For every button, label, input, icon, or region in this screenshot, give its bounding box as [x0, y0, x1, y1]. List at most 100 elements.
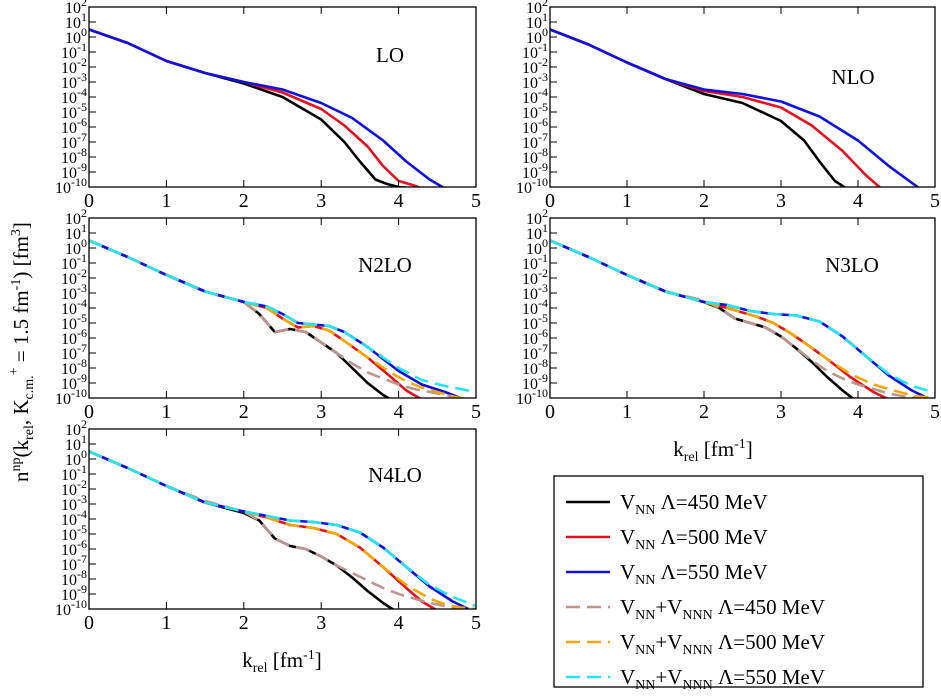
x-tick-label: 2 — [239, 401, 249, 423]
svg-text:nnp(krel, Kc.m.+ = 1.5 fm-1) [: nnp(krel, Kc.m.+ = 1.5 fm-1) [fm3] — [7, 222, 37, 482]
y-tick-label: 10-2 — [522, 55, 548, 77]
legend-label: VNN+VNNN Λ=550 MeV — [620, 665, 825, 693]
y-tick-label: 10-10 — [516, 386, 548, 408]
y-tick-label: 10-2 — [522, 266, 548, 288]
y-tick-label: 10-4 — [522, 296, 548, 318]
y-tick-label: 10-5 — [522, 311, 548, 333]
x-tick-label: 4 — [853, 190, 863, 212]
svg-text:krel [fm-1]: krel [fm-1] — [673, 437, 753, 465]
panel-title: N3LO — [825, 253, 879, 277]
y-tick-label: 10-9 — [522, 160, 548, 182]
x-tick-label: 2 — [239, 190, 249, 212]
x-tick-label: 4 — [394, 401, 404, 423]
y-tick-label: 10-7 — [61, 130, 87, 152]
x-tick-label: 0 — [545, 190, 555, 212]
x-tick-label: 2 — [699, 190, 709, 212]
series-line-6 — [550, 239, 935, 394]
panel-title: NLO — [831, 65, 874, 89]
series-line-2 — [89, 28, 422, 187]
series-line-6 — [89, 450, 476, 608]
y-tick-label: 10-3 — [61, 492, 87, 514]
x-tick-label: 5 — [930, 401, 940, 423]
y-tick-label: 10-4 — [522, 85, 548, 107]
x-tick-label: 5 — [471, 401, 481, 423]
y-tick-label: 101 — [526, 10, 548, 32]
y-tick-label: 102 — [526, 206, 548, 228]
series-line-3 — [89, 28, 446, 187]
x-tick-label: 3 — [316, 190, 326, 212]
series-line-1 — [89, 239, 391, 398]
y-tick-label: 10-8 — [522, 356, 548, 378]
y-tick-label: 10-7 — [522, 130, 548, 152]
x-tick-label: 4 — [394, 612, 404, 634]
y-tick-label: 101 — [65, 432, 87, 454]
y-tick-label: 10-5 — [61, 522, 87, 544]
y-tick-label: 10-7 — [61, 341, 87, 363]
x-tick-label: 4 — [853, 401, 863, 423]
y-tick-label: 10-10 — [55, 597, 87, 619]
y-tick-label: 10-4 — [61, 85, 87, 107]
y-tick-label: 10-6 — [61, 115, 87, 137]
panel-title: N2LO — [358, 253, 412, 277]
x-tick-label: 1 — [161, 401, 171, 423]
y-tick-label: 10-10 — [516, 175, 548, 197]
legend-entry-4: VNN+VNNN Λ=450 MeV — [566, 595, 825, 623]
legend-label: VNN+VNNN Λ=450 MeV — [620, 595, 825, 623]
y-tick-label: 102 — [65, 417, 87, 439]
legend-entry-6: VNN+VNNN Λ=550 MeV — [566, 665, 825, 693]
y-tick-label: 100 — [526, 25, 548, 47]
y-tick-label: 10-6 — [61, 326, 87, 348]
y-tick-label: 10-9 — [61, 371, 87, 393]
y-tick-label: 101 — [65, 221, 87, 243]
y-tick-label: 10-7 — [522, 341, 548, 363]
y-tick-label: 10-9 — [522, 371, 548, 393]
panels: 10-1010-910-810-710-610-510-410-310-210-… — [55, 0, 940, 634]
y-tick-label: 10-4 — [61, 507, 87, 529]
y-tick-label: 101 — [65, 10, 87, 32]
svg-text:krel [fm-1]: krel [fm-1] — [242, 648, 322, 676]
y-tick-label: 101 — [526, 221, 548, 243]
panel-title: LO — [376, 43, 404, 67]
y-tick-label: 10-2 — [61, 477, 87, 499]
y-axis-label: nnp(krel, Kc.m.+ = 1.5 fm-1) [fm3] — [7, 222, 37, 482]
legend-label: VNN+VNNN Λ=500 MeV — [620, 630, 825, 658]
y-tick-label: 10-3 — [61, 281, 87, 303]
y-tick-label: 102 — [65, 0, 87, 17]
series-line-1 — [89, 28, 413, 187]
x-tick-label: 3 — [316, 401, 326, 423]
y-tick-label: 10-5 — [61, 311, 87, 333]
y-tick-label: 100 — [526, 236, 548, 258]
y-tick-label: 10-3 — [522, 70, 548, 92]
y-tick-label: 102 — [526, 0, 548, 17]
series-line-2 — [550, 28, 882, 187]
legend-entry-5: VNN+VNNN Λ=500 MeV — [566, 630, 825, 658]
legend-label: VNN Λ=500 MeV — [620, 525, 768, 553]
y-tick-label: 10-8 — [522, 145, 548, 167]
legend: VNN Λ=450 MeV VNN Λ=500 MeV VNN Λ=550 MeV V… — [553, 475, 924, 693]
legend-label: VNN Λ=450 MeV — [620, 490, 768, 518]
x-tick-label: 1 — [161, 612, 171, 634]
panel-title: N4LO — [368, 463, 422, 487]
y-tick-label: 10-1 — [61, 40, 87, 62]
x-tick-label: 0 — [84, 190, 94, 212]
y-tick-label: 100 — [65, 25, 87, 47]
y-tick-label: 10-9 — [61, 582, 87, 604]
y-tick-label: 10-6 — [522, 115, 548, 137]
y-tick-label: 10-9 — [61, 160, 87, 182]
legend-entry-2: VNN Λ=500 MeV — [566, 525, 768, 553]
y-tick-label: 100 — [65, 236, 87, 258]
panel-n2lo: 10-1010-910-810-710-610-510-410-310-210-… — [55, 206, 481, 423]
x-tick-label: 5 — [930, 190, 940, 212]
y-tick-label: 10-8 — [61, 145, 87, 167]
x-tick-label: 0 — [84, 612, 94, 634]
y-tick-label: 10-7 — [61, 552, 87, 574]
x-tick-label: 0 — [545, 401, 555, 423]
y-tick-label: 10-6 — [61, 537, 87, 559]
legend-entry-3: VNN Λ=550 MeV — [566, 560, 768, 588]
legend-label: VNN Λ=550 MeV — [620, 560, 768, 588]
panel-n4lo: 10-1010-910-810-710-610-510-410-310-210-… — [55, 417, 481, 634]
x-tick-label: 0 — [84, 401, 94, 423]
panel-n3lo: 10-1010-910-810-710-610-510-410-310-210-… — [516, 206, 940, 423]
series-line-4 — [89, 450, 461, 609]
